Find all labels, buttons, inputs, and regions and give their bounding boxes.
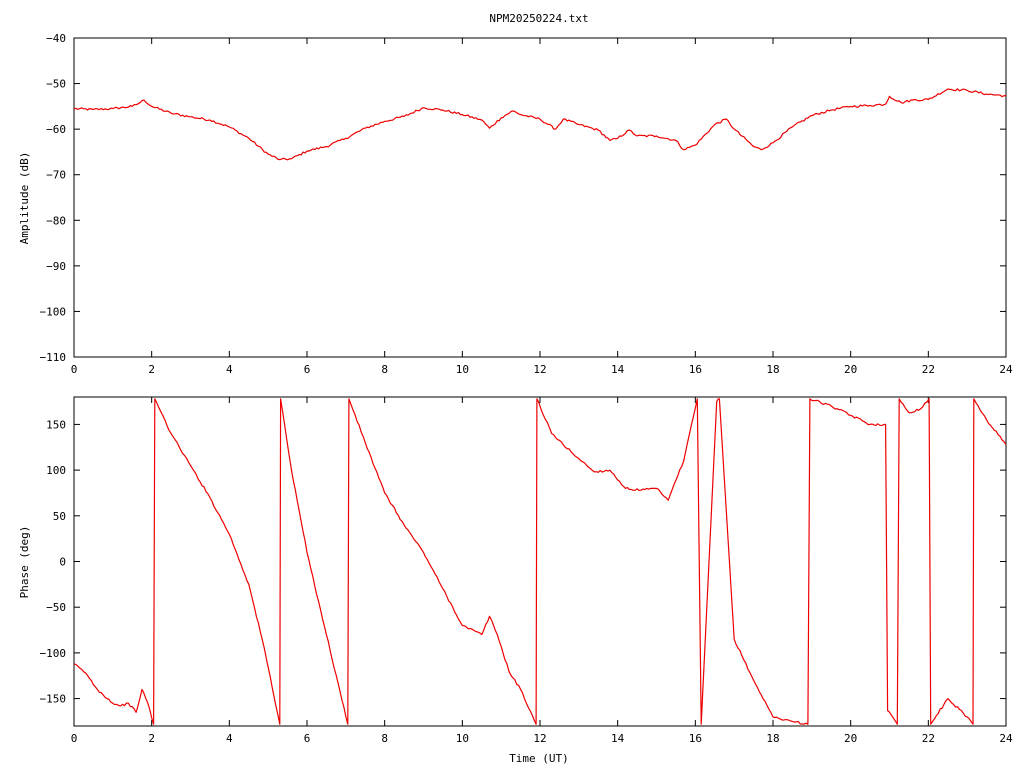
- phase-series-line: [74, 398, 1006, 725]
- phase-x-tick-label: 14: [611, 732, 625, 745]
- amplitude-y-tick-label: −60: [46, 123, 66, 136]
- amplitude-y-tick-label: −80: [46, 214, 66, 227]
- phase-y-axis-label: Phase (deg): [18, 526, 31, 599]
- amplitude-y-axis-label: Amplitude (dB): [18, 152, 31, 245]
- phase-y-tick-label: 100: [46, 464, 66, 477]
- phase-x-tick-label: 22: [922, 732, 935, 745]
- phase-panel: 0 2 4 6 8 10 12 14 16 18 20 22 24−150−100−5005010015…: [40, 396, 1013, 745]
- phase-x-tick-label: 6: [304, 732, 311, 745]
- amplitude-x-tick-label: 18: [766, 363, 779, 376]
- phase-y-tick-label: 0: [59, 556, 66, 569]
- amplitude-y-tick-label: −40: [46, 32, 66, 45]
- chart-title: NPM20250224.txt: [489, 12, 588, 25]
- amplitude-y-tick-label: −90: [46, 260, 66, 273]
- phase-x-tick-label: 24: [999, 732, 1013, 745]
- amplitude-x-tick-label: 4: [226, 363, 233, 376]
- amplitude-y-tick-label: −110: [40, 351, 67, 364]
- amplitude-x-tick-label: 0: [71, 363, 78, 376]
- phase-y-tick-label: 150: [46, 418, 66, 431]
- amplitude-x-tick-label: 8: [381, 363, 388, 376]
- amplitude-x-tick-label: 6: [304, 363, 311, 376]
- phase-x-tick-label: 10: [456, 732, 469, 745]
- amplitude-x-tick-label: 2: [148, 363, 155, 376]
- amplitude-x-tick-label: 14: [611, 363, 625, 376]
- phase-y-tick-label: 50: [53, 510, 66, 523]
- amplitude-x-tick-label: 20: [844, 363, 857, 376]
- amplitude-y-tick-label: −100: [40, 305, 67, 318]
- amplitude-x-tick-label: 12: [533, 363, 546, 376]
- amplitude-x-tick-label: 16: [689, 363, 702, 376]
- amplitude-x-tick-label: 24: [999, 363, 1013, 376]
- phase-x-tick-label: 2: [148, 732, 155, 745]
- amplitude-panel: 0 2 4 6 8 10 12 14 16 18 20 22 24−110−100−90−80−70−6…: [40, 32, 1013, 376]
- phase-y-tick-label: −100: [40, 647, 67, 660]
- amplitude-series-line: [74, 88, 1006, 161]
- amplitude-y-tick-label: −50: [46, 78, 66, 91]
- phase-x-tick-label: 16: [689, 732, 702, 745]
- phase-x-tick-label: 0: [71, 732, 78, 745]
- phase-x-tick-label: 20: [844, 732, 857, 745]
- phase-x-tick-label: 18: [766, 732, 779, 745]
- phase-y-tick-label: −150: [40, 693, 67, 706]
- phase-y-tick-label: −50: [46, 601, 66, 614]
- amplitude-x-tick-label: 10: [456, 363, 469, 376]
- phase-x-tick-label: 12: [533, 732, 546, 745]
- amplitude-y-tick-label: −70: [46, 169, 66, 182]
- amplitude-x-tick-label: 22: [922, 363, 935, 376]
- time-x-axis-label: Time (UT): [509, 752, 569, 765]
- phase-x-tick-label: 8: [381, 732, 388, 745]
- phase-x-tick-label: 4: [226, 732, 233, 745]
